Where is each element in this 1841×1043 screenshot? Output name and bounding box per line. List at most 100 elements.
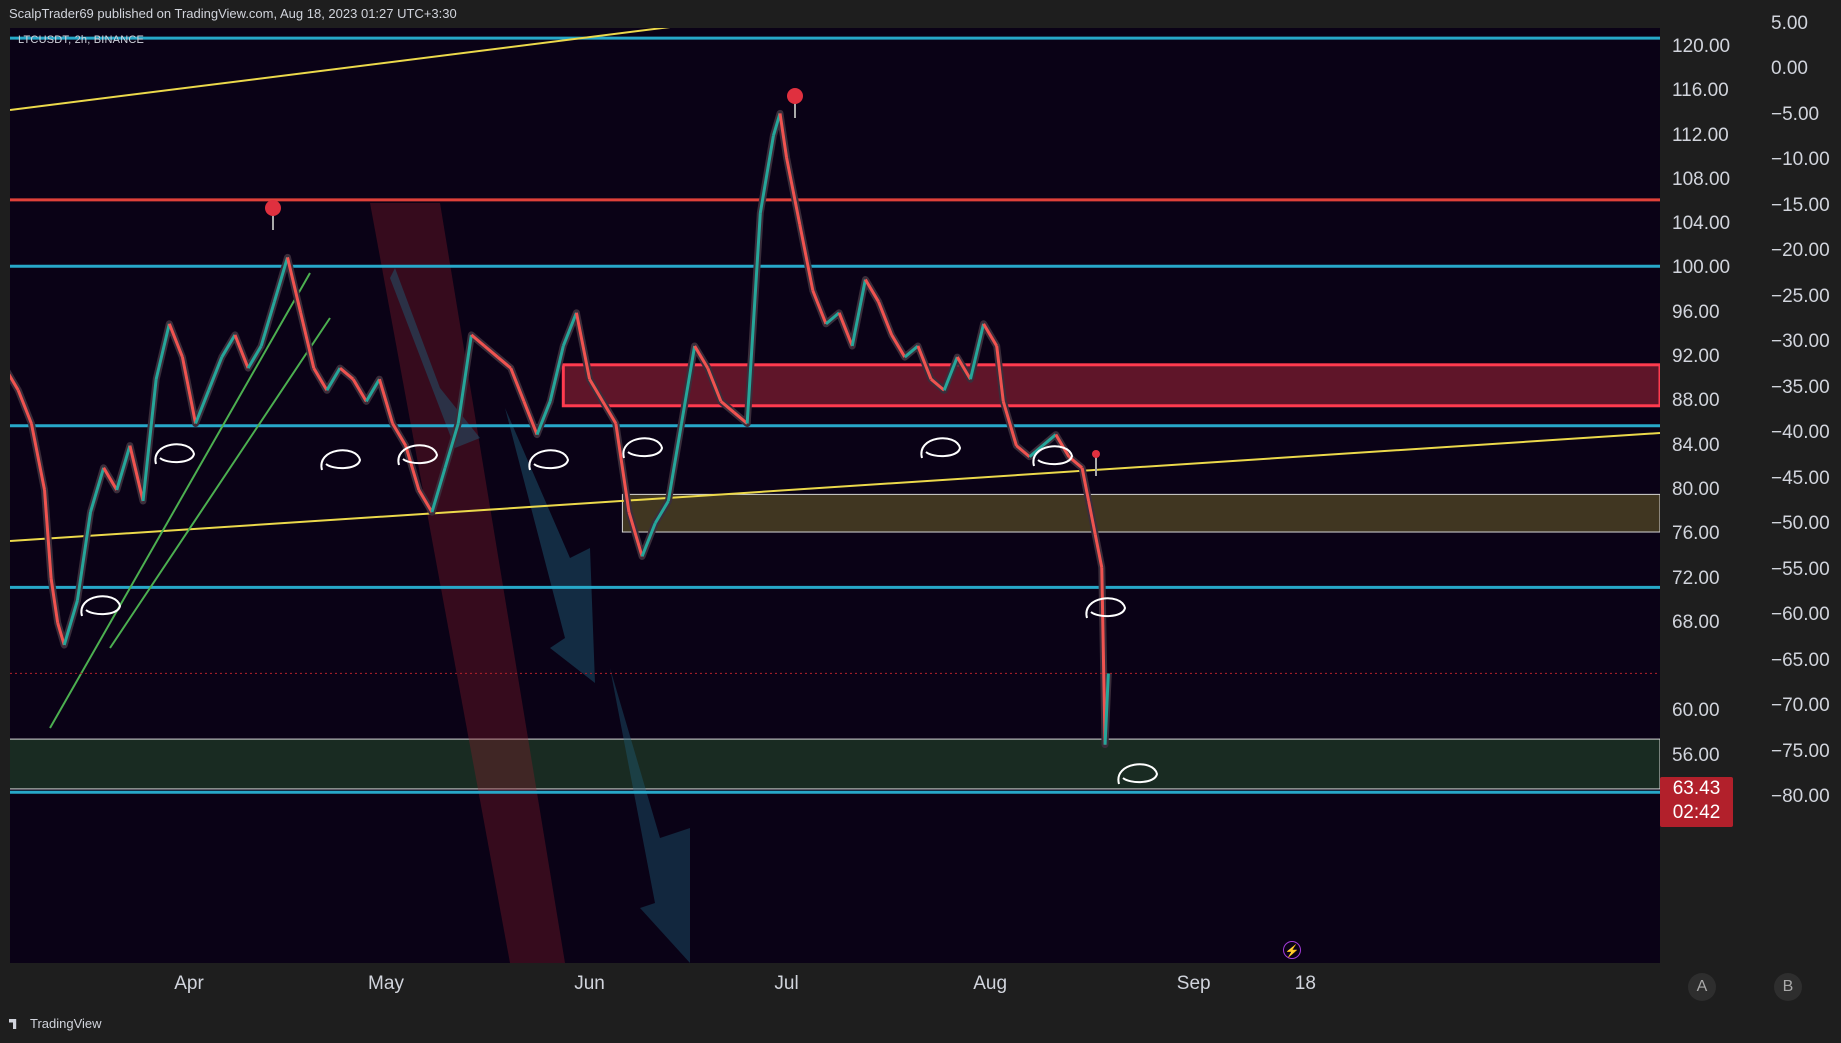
price-segment [877, 301, 894, 336]
price-tick-label: 60.00 [1672, 700, 1720, 722]
zone-supply-0 [561, 363, 1660, 408]
annotation-loop [80, 595, 122, 617]
scale-button-a[interactable]: A [1688, 973, 1716, 1001]
price-segment [365, 378, 381, 403]
price-segment [535, 400, 552, 436]
price-tick-label: 116.00 [1672, 80, 1729, 102]
percent-tick-label: −70.00 [1771, 695, 1830, 716]
price-segment [417, 489, 434, 513]
price-segment [128, 445, 145, 502]
price-segment [351, 378, 368, 403]
bar-countdown: 02:42 [1672, 802, 1721, 823]
zone-demand-2 [10, 738, 1660, 790]
percent-tick-label: −75.00 [1771, 740, 1830, 762]
scale-button-b[interactable]: B [1774, 973, 1802, 1001]
price-segment [509, 367, 526, 402]
price-segment [180, 356, 198, 424]
price-segment [548, 345, 565, 402]
price-segment [220, 334, 237, 358]
lightning-icon[interactable]: ⚡ [1283, 941, 1301, 959]
price-segment [758, 135, 775, 214]
price-segment [194, 389, 211, 425]
annotation-loop [154, 443, 196, 465]
price-segment [942, 356, 959, 391]
current-price-badge: 63.43 02:42 [1660, 777, 1733, 827]
tradingview-logo-icon [9, 1019, 17, 1029]
price-segment [56, 622, 66, 646]
percent-tick-label: −60.00 [1771, 604, 1830, 625]
price-segment [982, 323, 998, 347]
price-segment [272, 256, 289, 303]
time-tick-label: Jun [574, 973, 605, 994]
percent-tick-label: −45.00 [1771, 467, 1830, 489]
percent-tick-label: −30.00 [1771, 331, 1830, 352]
trendline-lower [10, 432, 1660, 542]
price-segment [837, 312, 854, 347]
price-tick-label: 72.00 [1672, 567, 1720, 589]
price-segment [1001, 400, 1018, 447]
time-tick-label: Sep [1176, 973, 1211, 994]
tradingview-logo[interactable]: TradingView [9, 1016, 102, 1031]
price-segment [561, 312, 578, 347]
annotation-loop [320, 449, 362, 471]
price-segment [956, 356, 972, 380]
price-segment [778, 113, 789, 158]
price-segment [299, 312, 316, 369]
percent-tick-label: −25.00 [1771, 285, 1830, 307]
price-segment [785, 157, 802, 225]
price-segment [377, 378, 395, 424]
price-segment [207, 356, 224, 391]
price-segment [115, 445, 132, 491]
annotation-loop [1032, 445, 1074, 467]
price-segment [89, 467, 106, 513]
price-segment [443, 423, 460, 469]
price-tick-label: 100.00 [1672, 257, 1731, 279]
projection-arrow-blue-3 [610, 668, 690, 963]
publisher-caption: ScalpTrader69 published on TradingView.c… [0, 0, 1841, 28]
price-segment [391, 422, 407, 447]
annotation-loop [528, 449, 570, 471]
price-segment [1028, 444, 1044, 458]
percent-tick-label: −40.00 [1771, 422, 1830, 443]
wedge-upper-line [49, 272, 311, 729]
price-tick-label: 112.00 [1672, 124, 1729, 146]
price-tick-label: 68.00 [1672, 611, 1720, 633]
percent-tick-label: 5.00 [1771, 12, 1808, 34]
price-segment [10, 373, 20, 392]
percent-tick-label: 0.00 [1771, 58, 1808, 79]
price-segment [470, 333, 486, 348]
zone-demand-1 [621, 493, 1660, 533]
price-segment [49, 578, 60, 624]
tradingview-logo-text: TradingView [30, 1016, 102, 1031]
price-segment [286, 257, 303, 314]
price-segment [733, 411, 749, 425]
price-tick-label: 120.00 [1672, 36, 1731, 57]
time-axis[interactable]: A B Apr May Jun Jul Aug Sep 18 [0, 963, 1841, 1005]
price-segment [1015, 444, 1031, 458]
chart-pane[interactable] [10, 28, 1660, 963]
time-tick-label: Aug [973, 973, 1008, 994]
percent-axis[interactable]: 5.00 0.00 −5.00 −10.00 −15.00 −20.00 −25.00 −30… [1770, 13, 1841, 963]
price-segment [706, 367, 723, 402]
price-tick-label: 56.00 [1672, 744, 1720, 766]
percent-tick-label: −35.00 [1771, 376, 1830, 398]
percent-tick-label: −15.00 [1771, 194, 1830, 216]
time-tick-label: Jul [774, 973, 799, 994]
price-segment [16, 389, 33, 425]
price-chart[interactable] [10, 28, 1660, 963]
price-segment [890, 334, 907, 358]
price-segment [916, 345, 933, 380]
annotation-loop [1117, 763, 1159, 785]
price-segment [588, 378, 604, 403]
price-segment [1087, 500, 1097, 535]
pin-marker-icon [787, 88, 803, 104]
annotation-loop [920, 437, 962, 459]
price-segment [798, 223, 815, 291]
price-segment [640, 522, 657, 557]
price-segment [811, 290, 828, 325]
annotation-loop [397, 444, 439, 466]
price-segment [154, 323, 171, 380]
percent-tick-label: −80.00 [1771, 786, 1830, 807]
price-tick-label: 76.00 [1672, 523, 1720, 545]
price-segment [968, 323, 986, 380]
